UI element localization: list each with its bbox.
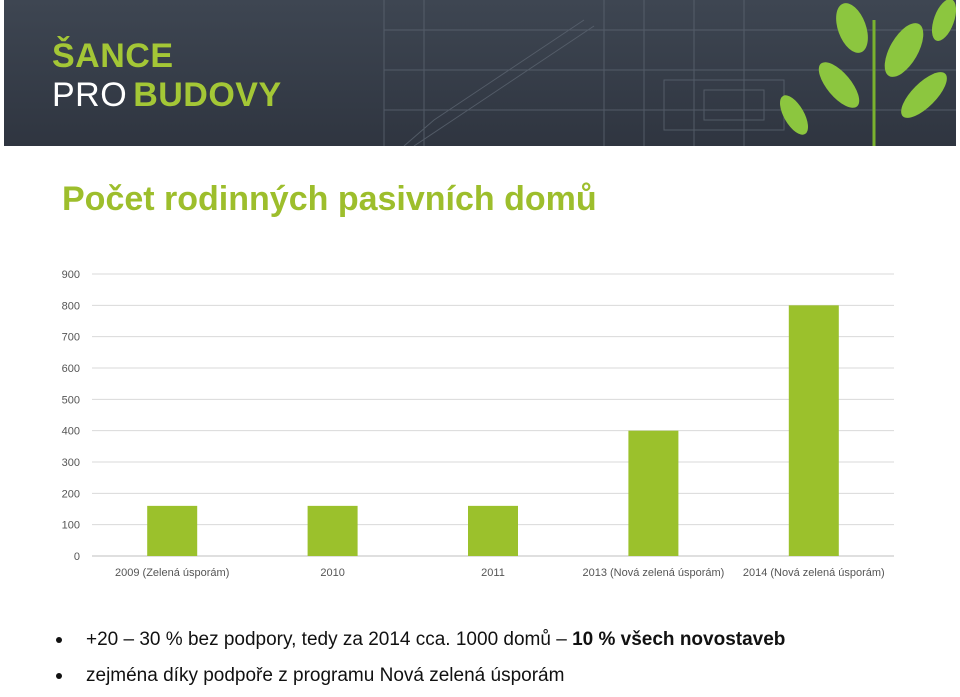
logo-pro-budovy: PRO BUDOVY — [52, 77, 282, 113]
bullet-item-2: zejména díky podpoře z programu Nová zel… — [56, 661, 946, 697]
header-banner: ŠANCE PRO BUDOVY — [4, 0, 956, 146]
logo-pro: PRO — [52, 76, 128, 114]
bar-2 — [307, 505, 358, 556]
x-tick-label: 2009 (Zelená úsporám) — [115, 567, 229, 579]
blueprint-background — [383, 0, 956, 146]
x-tick-label: 2013 (Nová zelená úsporám) — [582, 567, 724, 579]
y-tick-label: 200 — [62, 488, 80, 500]
bullet-item-1: +20 – 30 % bez podpory, tedy za 2014 cca… — [56, 625, 946, 661]
chart-bars — [147, 305, 839, 556]
x-tick-label: 2011 — [481, 567, 505, 579]
y-axis-ticks: 0 100 200 300 400 500 600 700 800 900 — [62, 269, 80, 563]
y-tick-label: 900 — [62, 269, 80, 281]
bar-1 — [147, 505, 198, 556]
y-tick-label: 600 — [62, 363, 80, 375]
x-tick-label: 2014 (Nová zelená úsporám) — [743, 567, 885, 579]
bar-3 — [468, 505, 518, 556]
y-tick-label: 300 — [62, 457, 80, 469]
y-tick-label: 500 — [62, 394, 80, 406]
page-title: Počet rodinných pasivních domů — [62, 180, 597, 218]
y-tick-label: 400 — [62, 426, 80, 438]
y-tick-label: 700 — [62, 332, 80, 344]
plant-icon — [780, 0, 956, 146]
bullet-list: +20 – 30 % bez podpory, tedy za 2014 cca… — [56, 625, 946, 697]
x-axis-ticks: 2009 (Zelená úsporám) 2010 2011 2013 (Nová … — [115, 567, 885, 579]
bar-5 — [788, 305, 839, 556]
bullet-text-2: zejména díky podpoře z programu Nová zel… — [86, 665, 565, 686]
bullet-emphasis-1: 10 % všech novostaveb — [572, 629, 786, 650]
logo-budovy: BUDOVY — [133, 76, 282, 114]
bar-chart: 0 100 200 300 400 500 600 700 800 900 2009 (Zelen… — [62, 269, 894, 579]
bullet-text-1: +20 – 30 % bez podpory, tedy za 2014 cca… — [86, 629, 573, 650]
y-tick-label: 0 — [74, 551, 80, 563]
bar-4 — [628, 430, 679, 556]
x-tick-label: 2010 — [320, 567, 344, 579]
y-tick-label: 100 — [62, 520, 80, 532]
y-tick-label: 800 — [62, 300, 80, 312]
chart-gridlines — [92, 273, 894, 557]
logo-sance: ŠANCE — [52, 37, 174, 75]
